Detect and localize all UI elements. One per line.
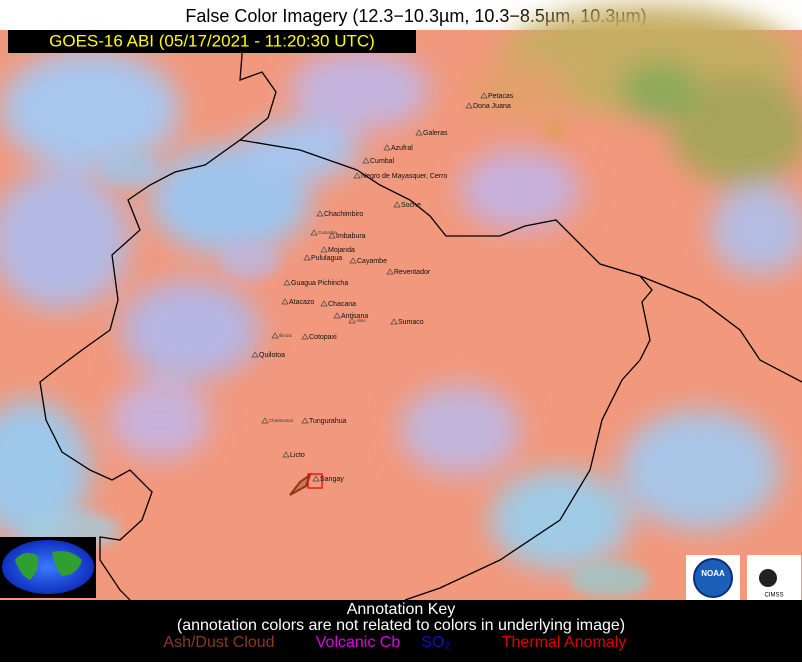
volcano-marker	[353, 172, 361, 179]
volcano-marker	[312, 475, 320, 482]
satellite-image: Petacas Dona Juana Galeras Azufral Cumbal Neg…	[0, 5, 802, 601]
volcano-label-small: Aliso	[356, 318, 366, 323]
key-item: SO₂	[421, 634, 450, 651]
dry-patch	[620, 60, 700, 120]
volcano-marker	[320, 246, 328, 253]
volcano-label: Quilotoa	[259, 352, 285, 359]
volcano-label: Tungurahua	[309, 418, 347, 425]
volcano-marker	[386, 268, 394, 275]
volcano-marker	[328, 232, 336, 239]
continents	[15, 551, 82, 580]
cloud	[0, 50, 180, 170]
cimss-label: CIMSS	[764, 593, 783, 599]
volcano-marker	[349, 257, 357, 264]
volcano-label: Pululagua	[311, 255, 342, 262]
cimss-logo	[759, 569, 777, 587]
cloud	[120, 280, 260, 380]
volcano-marker	[393, 201, 401, 208]
cloud	[570, 562, 650, 598]
noaa-logo	[693, 558, 733, 598]
volcano-marker	[348, 317, 356, 324]
key-item: Ash/Dust Cloud	[163, 634, 274, 651]
cloud	[460, 150, 580, 230]
timestamp: GOES-16 ABI (05/17/2021 - 11:20:30 UTC)	[49, 31, 375, 50]
volcano-label: Petacas	[488, 93, 514, 100]
volcano-label: Atacazo	[289, 299, 314, 306]
title: False Color Imagery (12.3−10.3µm, 10.3−8…	[185, 6, 646, 26]
cloud	[220, 240, 280, 280]
volcano-marker	[301, 333, 309, 340]
globe	[2, 540, 94, 594]
dry-patch	[545, 122, 565, 138]
timestamp-box	[8, 30, 416, 53]
volcano-marker	[251, 351, 259, 358]
volcano-label: Reventador	[394, 269, 431, 276]
volcano-marker	[281, 298, 289, 305]
volcano-labels: Petacas Dona Juana Galeras Azufral Cumbal Neg…	[251, 92, 514, 483]
cloud	[0, 400, 90, 540]
volcano-label: Cotopaxi	[309, 334, 337, 341]
cloud	[710, 185, 802, 275]
annotation-key	[0, 600, 802, 662]
volcano-label: Azufral	[391, 145, 413, 152]
volcano-label: Galeras	[423, 130, 448, 137]
noaa-label: NOAA	[701, 569, 725, 578]
thermal-anomaly-box	[307, 473, 323, 489]
volcano-label: Mojanda	[328, 247, 355, 254]
volcano-label: Soche	[401, 202, 421, 209]
cloud	[110, 380, 210, 460]
volcano-marker	[261, 417, 269, 424]
volcano-label: Guagua Pichincha	[291, 280, 348, 287]
volcano-label-small: Chimborazo	[269, 418, 294, 423]
volcano-marker	[465, 102, 473, 109]
ash-cloud-outline	[289, 472, 313, 496]
dry-patch	[470, 60, 570, 120]
volcano-label: Sumaco	[398, 319, 424, 326]
border	[356, 169, 653, 601]
volcano-marker	[282, 451, 290, 458]
volcano-label: Cumbal	[370, 158, 395, 165]
volcano-marker	[415, 129, 423, 136]
volcano-label: Dona Juana	[473, 103, 511, 110]
volcano-label: Chachimbiro	[324, 211, 363, 218]
key-item: Thermal Anomaly	[502, 634, 627, 651]
volcano-marker	[283, 279, 291, 286]
cloud	[100, 152, 160, 188]
key-note: (annotation colors are not related to co…	[177, 617, 625, 634]
key-items: Ash/Dust Cloud Volcanic Cb SO₂ Thermal Anom…	[163, 634, 626, 651]
volcano-label: Licto	[290, 452, 305, 459]
volcano-marker	[362, 157, 370, 164]
volcano-label-small: Cuicocha	[318, 230, 337, 235]
dry-patch	[670, 75, 802, 185]
volcano-marker	[390, 318, 398, 325]
volcano-label: Chacana	[328, 301, 356, 308]
volcano-marker	[303, 254, 311, 261]
border	[239, 139, 802, 383]
volcano-label: Cayambe	[357, 258, 387, 265]
volcano-marker	[333, 312, 341, 319]
volcano-marker	[480, 92, 488, 99]
key-item: Volcanic Cb	[316, 634, 401, 651]
cloud	[620, 410, 780, 530]
volcano-marker	[320, 300, 328, 307]
volcano-marker	[310, 229, 318, 236]
volcano-marker	[271, 332, 279, 339]
volcano-label: Antisana	[341, 313, 368, 320]
volcano-marker	[316, 210, 324, 217]
coastline	[39, 29, 277, 601]
cloud	[400, 385, 520, 475]
volcano-label: Imbabura	[336, 233, 366, 240]
volcano-marker	[383, 144, 391, 151]
volcano-label-small: Illiniza	[279, 333, 292, 338]
volcano-label: Sangay	[320, 476, 344, 483]
cloud	[0, 170, 130, 310]
volcano-marker	[301, 417, 309, 424]
volcano-label: Negro de Mayasquer, Cerro	[361, 173, 447, 180]
cloud	[290, 50, 430, 130]
key-title: Annotation Key	[347, 601, 456, 618]
